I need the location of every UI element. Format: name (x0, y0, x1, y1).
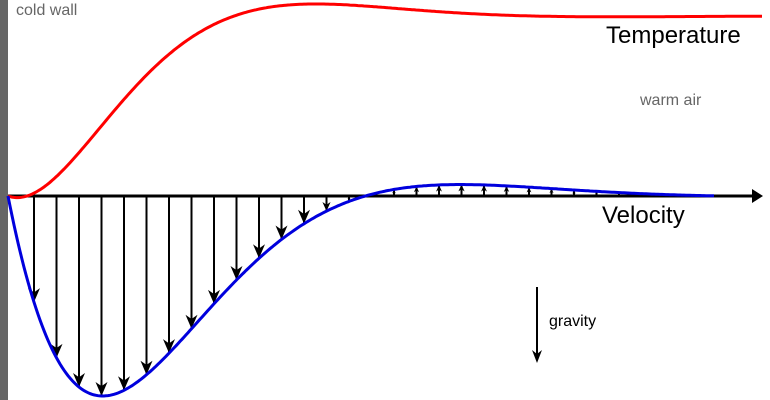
vector-arrowhead-icon (253, 244, 265, 259)
cold-wall (0, 0, 8, 400)
vector-arrowhead-icon (95, 381, 108, 396)
vector-arrowhead-icon (526, 187, 532, 193)
vector-arrowhead-icon (230, 265, 243, 280)
gravity-arrowhead-icon (532, 350, 542, 363)
vector-arrowhead-icon (275, 225, 288, 240)
vector-arrowhead-icon (549, 188, 554, 194)
vector-arrowhead-icon (298, 209, 310, 224)
vector-arrowhead-icon (118, 376, 130, 391)
temperature-label: Temperature (606, 22, 741, 49)
vector-arrowhead-icon (392, 189, 396, 194)
vector-arrowhead-icon (572, 189, 576, 194)
vector-arrowhead-icon (163, 339, 175, 354)
temperature-curve (7, 2, 762, 200)
axis-arrow-icon (752, 189, 763, 203)
vector-arrowhead-icon (140, 360, 153, 375)
vector-arrowhead-icon (503, 185, 510, 192)
vector-arrowhead-icon (481, 184, 487, 192)
vector-arrowhead-icon (185, 314, 198, 329)
vector-arrowhead-icon (458, 184, 465, 192)
velocity-curve (6, 183, 714, 398)
vector-arrowhead-icon (347, 198, 351, 202)
vector-arrowhead-icon (413, 186, 420, 193)
vector-arrowhead-icon (208, 289, 220, 304)
vector-arrowhead-icon (436, 184, 442, 192)
vector-arrowhead-icon (50, 343, 63, 358)
vector-arrowhead-icon (73, 373, 85, 388)
warm-air-label: warm air (640, 92, 702, 109)
gravity-label: gravity (549, 313, 597, 330)
vector-arrowhead-icon (322, 202, 331, 212)
cold-wall-label: cold wall (16, 2, 78, 19)
velocity-vectors (28, 184, 643, 396)
velocity-label: Velocity (602, 202, 685, 229)
